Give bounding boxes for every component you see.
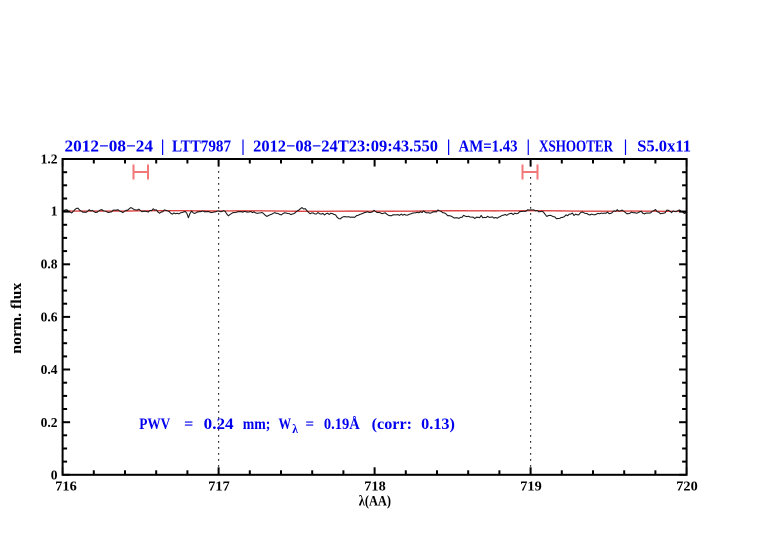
svg-text:λ(AA): λ(AA) [359, 494, 391, 510]
svg-text:|: | [447, 137, 451, 156]
svg-text:S5.0x11: S5.0x11 [637, 137, 691, 156]
svg-text:719: 719 [520, 479, 541, 494]
svg-text:=: = [184, 416, 193, 433]
svg-text:0.8: 0.8 [41, 257, 58, 272]
svg-text:2012−08−24T23:09:43.550: 2012−08−24T23:09:43.550 [253, 137, 438, 156]
svg-text:0.2: 0.2 [41, 415, 58, 430]
svg-text:AM=1.43: AM=1.43 [459, 137, 518, 156]
svg-text:(corr:: (corr: [372, 416, 412, 433]
svg-text:XSHOOTER: XSHOOTER [539, 137, 614, 156]
svg-text:=: = [305, 416, 314, 433]
svg-text:717: 717 [208, 479, 229, 494]
svg-text:718: 718 [364, 479, 385, 494]
svg-text:0: 0 [51, 468, 58, 483]
svg-text:0.6: 0.6 [41, 309, 58, 324]
svg-text:LTT7987: LTT7987 [172, 137, 231, 156]
svg-text:2012−08−24: 2012−08−24 [65, 137, 154, 156]
svg-text:0.19Å: 0.19Å [324, 415, 360, 433]
svg-text:716: 716 [55, 479, 76, 494]
svg-text:|: | [624, 137, 628, 156]
svg-text:0.13): 0.13) [421, 416, 455, 433]
svg-text:mm;: mm; [243, 416, 271, 433]
svg-text:|: | [161, 137, 165, 156]
svg-text:|: | [526, 137, 530, 156]
svg-text:0.4: 0.4 [41, 362, 58, 377]
svg-text:720: 720 [676, 479, 697, 494]
svg-text:1.2: 1.2 [41, 151, 58, 166]
svg-text:0.24: 0.24 [204, 416, 234, 433]
svg-text:W: W [279, 416, 292, 433]
svg-text:λ: λ [292, 422, 298, 436]
svg-text:norm. flux: norm. flux [9, 282, 25, 354]
svg-text:PWV: PWV [139, 416, 170, 433]
svg-text:|: | [241, 137, 245, 156]
svg-text:1: 1 [51, 204, 58, 219]
